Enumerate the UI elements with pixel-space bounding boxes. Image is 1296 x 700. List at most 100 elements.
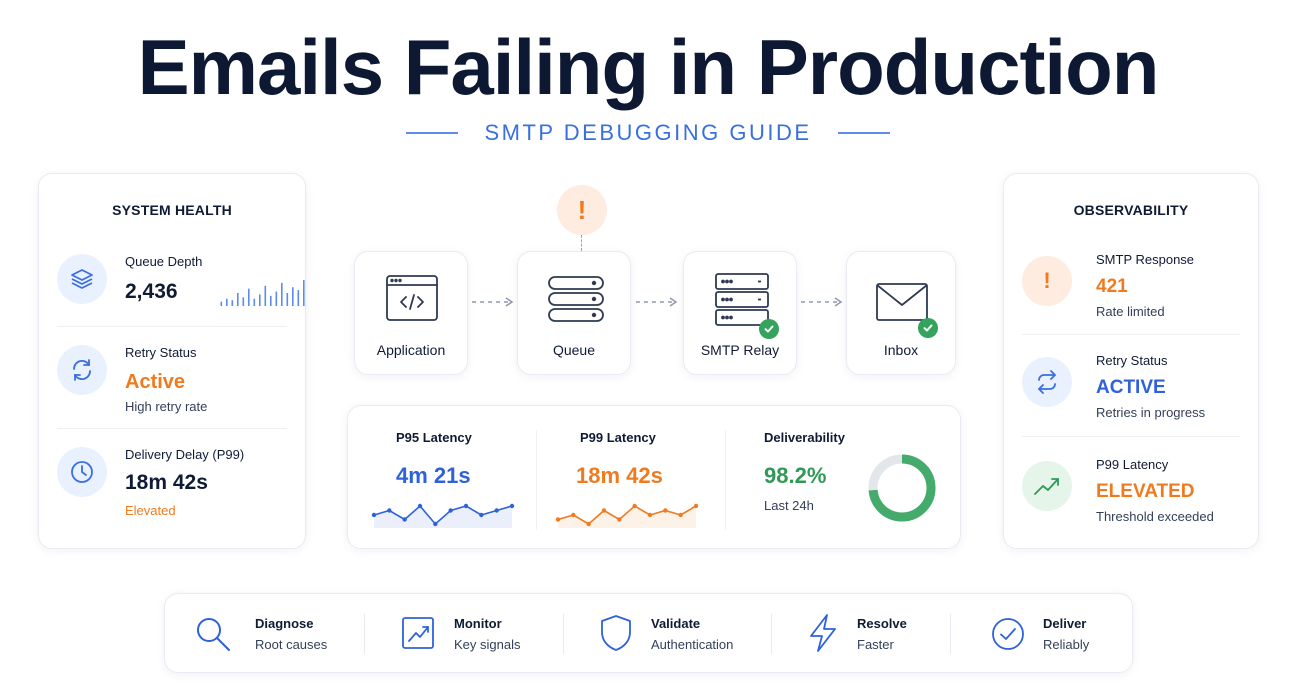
trend-point: [678, 512, 683, 518]
check-circle-icon: [992, 618, 1024, 650]
metric-value: 421: [1096, 276, 1128, 297]
stage-label: Application: [376, 342, 446, 358]
feature-diagnose[interactable]: Diagnose Root causes: [193, 594, 363, 672]
metric-label: P99 Latency: [1096, 457, 1169, 472]
queue-alert-icon: !: [557, 185, 607, 235]
flow-arrow: [636, 297, 678, 307]
flow-arrow: [472, 297, 514, 307]
code-window-icon: [385, 272, 439, 329]
sparkline-bar: [248, 288, 250, 306]
feature-deliver[interactable]: Deliver Reliably: [991, 594, 1121, 672]
metric-note: Retries in progress: [1096, 405, 1206, 420]
metric-retry-status: Retry Status Active High retry rate: [57, 326, 287, 426]
sparkline-bar: [237, 293, 239, 306]
trend-point: [617, 517, 622, 522]
stage-application[interactable]: Application: [354, 251, 468, 375]
sparkline-bar: [264, 285, 267, 306]
trend-point: [586, 521, 591, 527]
feature-validate[interactable]: Validate Authentication: [599, 594, 789, 672]
p95-latency-column: P95 Latency 4m 21s: [370, 406, 540, 548]
metric-label: Delivery Delay (P99): [125, 447, 245, 462]
feature-divider: [771, 614, 772, 654]
stage-inbox[interactable]: Inbox: [846, 251, 956, 375]
stage-label: SMTP Relay: [700, 342, 780, 358]
metric-p99-latency: P99 Latency ELEVATED Threshold exceeded: [1022, 436, 1240, 536]
feature-title: Validate: [651, 616, 701, 631]
trend-up-icon: [1022, 461, 1072, 511]
sparkline-bar: [286, 293, 289, 306]
trend-area: [374, 506, 512, 528]
metric-smtp-response: ! SMTP Response 421 Rate limited: [1022, 232, 1240, 332]
metric-value: 98.2%: [764, 463, 827, 488]
queue-stack-icon: [547, 274, 605, 331]
metric-title: P99 Latency: [580, 430, 656, 445]
shield-icon: [601, 615, 631, 651]
observability-panel: OBSERVABILITY ! SMTP Response 421 Rate l…: [1003, 173, 1259, 549]
metric-note: Elevated: [125, 503, 176, 518]
sparkline-bar: [275, 291, 278, 306]
sparkline-bar: [259, 294, 261, 306]
trend-line: [557, 505, 697, 525]
sparkline-bar: [226, 298, 228, 306]
p99-trend-line: [555, 503, 699, 528]
metric-retry-status: Retry Status ACTIVE Retries in progress: [1022, 334, 1240, 434]
server-icon: [714, 272, 770, 333]
queue-sparkline: [220, 280, 305, 306]
metric-note: High retry rate: [125, 399, 208, 414]
metric-title: Deliverability: [764, 430, 845, 445]
sparkline-bar: [303, 280, 305, 306]
feature-title: Deliver: [1043, 616, 1087, 631]
feature-subtitle: Faster: [857, 637, 894, 652]
feature-title: Resolve: [857, 616, 907, 631]
trend-area: [558, 506, 696, 528]
metric-value: 18m 42s: [125, 471, 208, 494]
feature-resolve[interactable]: Resolve Faster: [807, 594, 957, 672]
trend-point: [632, 503, 637, 509]
feature-divider: [364, 614, 365, 654]
panel-title: SYSTEM HEALTH: [112, 202, 232, 218]
success-check-icon: [759, 319, 779, 339]
metric-title: P95 Latency: [396, 430, 472, 445]
feature-subtitle: Reliably: [1043, 637, 1090, 652]
metric-label: Retry Status: [125, 345, 197, 360]
deliverability-column: Deliverability 98.2% Last 24h: [742, 406, 952, 548]
feature-title: Monitor: [454, 616, 502, 631]
metric-value: ELEVATED: [1096, 481, 1195, 502]
trend-point: [417, 503, 423, 509]
stage-smtp-relay[interactable]: SMTP Relay: [683, 251, 797, 375]
deliverability-donut: [868, 454, 936, 522]
page-subtitle: SMTP DEBUGGING GUIDE: [484, 120, 812, 145]
metric-value: 18m 42s: [576, 463, 663, 488]
swap-arrows-icon: [1022, 357, 1072, 407]
stage-label: Inbox: [883, 342, 919, 358]
p99-latency-column: P99 Latency 18m 42s: [554, 406, 724, 548]
metric-label: Queue Depth: [125, 254, 203, 269]
trend-point: [448, 508, 453, 513]
sparkline-bar: [281, 282, 283, 306]
trend-point: [601, 508, 607, 513]
trend-line: [373, 504, 513, 526]
subtitle-rule-left: [406, 132, 459, 134]
alert-icon: !: [1022, 256, 1072, 306]
envelope-icon: [875, 282, 929, 327]
metric-delivery-delay: Delivery Delay (P99) 18m 42s Elevated: [57, 428, 287, 528]
latency-metrics-card: P95 Latency 4m 21s P99 Latency 18m 42s D…: [347, 405, 961, 549]
trend-point: [494, 508, 499, 513]
metric-note: Threshold exceeded: [1096, 509, 1214, 524]
trend-point: [555, 517, 561, 522]
sparkline-bar: [242, 297, 245, 306]
subtitle-row: SMTP DEBUGGING GUIDE: [0, 120, 1296, 146]
trend-point: [371, 512, 377, 518]
sparkline-bar: [253, 298, 256, 306]
sparkline-bar: [231, 300, 234, 306]
metric-value: 2,436: [125, 280, 178, 303]
donut-fill: [868, 454, 936, 522]
stage-queue[interactable]: Queue: [517, 251, 631, 375]
feature-monitor[interactable]: Monitor Key signals: [401, 594, 571, 672]
metric-queue-depth: Queue Depth 2,436: [57, 234, 305, 334]
p95-trend-line: [371, 503, 515, 528]
chart-monitor-icon: [402, 617, 434, 649]
sparkline-bar: [220, 301, 223, 306]
page-title: Emails Failing in Production: [137, 23, 1160, 111]
system-health-panel: SYSTEM HEALTH Queue Depth 2,436 Retry St…: [38, 173, 306, 549]
